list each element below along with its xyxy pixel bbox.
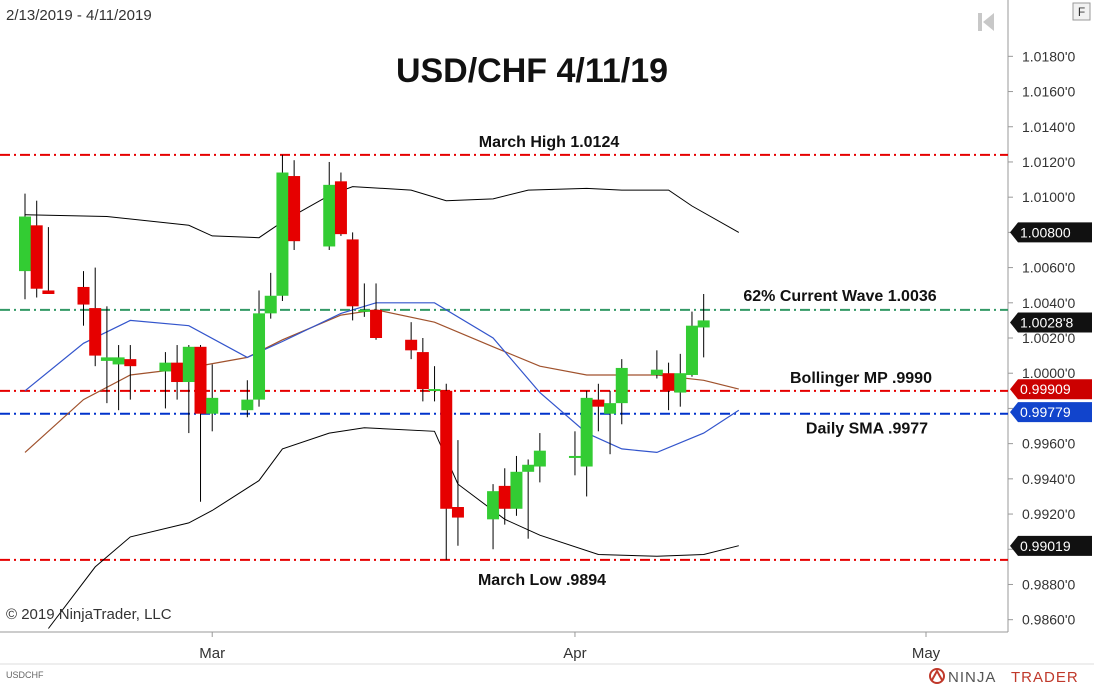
ninjatrader-logo-icon: [929, 668, 945, 684]
y-tick-label: 1.0060'0: [1022, 260, 1075, 276]
candle-body: [288, 176, 301, 242]
y-tick-label: 0.9920'0: [1022, 506, 1075, 522]
symbol-label: USDCHF: [6, 670, 44, 680]
candle-body: [604, 403, 617, 414]
candle-body: [522, 464, 535, 472]
candle-body: [487, 491, 500, 520]
f-button[interactable]: F: [1072, 2, 1091, 21]
price-badge: 0.99019: [1010, 535, 1092, 556]
candle-body: [276, 172, 289, 296]
level-label: March High 1.0124: [479, 134, 620, 151]
candle-body: [42, 290, 55, 294]
price-badge: 1.00800: [1010, 222, 1092, 243]
x-tick-label: Mar: [199, 645, 225, 662]
y-tick-label: 1.0140'0: [1022, 119, 1075, 135]
candle-body: [510, 471, 523, 509]
level-label: 62% Current Wave 1.0036: [743, 288, 936, 305]
candle-body: [451, 507, 464, 518]
candle-body: [428, 389, 441, 392]
candle-body: [498, 485, 511, 509]
price-badge-bg: [1010, 222, 1092, 243]
price-badge: 0.99779: [1010, 402, 1092, 423]
candle-body: [159, 362, 172, 372]
candle-body: [674, 373, 687, 393]
candle-body: [440, 390, 453, 509]
candle-body: [112, 357, 125, 365]
candle-body: [264, 295, 277, 314]
brand-ninja: NINJA: [948, 669, 996, 685]
candle-body: [124, 359, 137, 367]
candle-body: [615, 367, 628, 404]
price-badge-bg: [1010, 379, 1092, 400]
y-tick-label: 1.0020'0: [1022, 330, 1075, 346]
y-tick-label: 0.9880'0: [1022, 576, 1075, 592]
candle-body: [533, 450, 546, 467]
y-tick-label: 0.9940'0: [1022, 471, 1075, 487]
y-tick-label: 0.9960'0: [1022, 436, 1075, 452]
y-tick-label: 0.9860'0: [1022, 612, 1075, 628]
price-badge-label: 1.00800: [1020, 224, 1071, 240]
candle-body: [194, 346, 207, 414]
candle-body: [19, 216, 31, 272]
chart-title: USD/CHF 4/11/19: [396, 52, 668, 90]
candle-body: [89, 308, 102, 356]
candle-body: [592, 399, 605, 407]
price-badge-label: 0.99909: [1020, 381, 1071, 397]
candle-body: [697, 320, 710, 328]
bollinger-lower-line: [48, 427, 739, 629]
copyright-text: © 2019 NinjaTrader, LLC: [6, 606, 172, 623]
candle-body: [568, 455, 581, 458]
price-badge-label: 1.0028'8: [1020, 315, 1073, 331]
price-badge: 1.0028'8: [1010, 312, 1092, 333]
candle-body: [334, 181, 347, 235]
candle-body: [182, 346, 195, 383]
bollinger-upper-line: [24, 186, 740, 239]
price-badge: 0.99909: [1010, 379, 1092, 400]
level-label: Daily SMA .9977: [806, 421, 928, 438]
price-badge-bg: [1010, 402, 1092, 423]
y-tick-label: 1.0000'0: [1022, 365, 1075, 381]
candle-body: [358, 309, 371, 312]
candle-body: [241, 399, 254, 411]
candle-body: [370, 309, 383, 339]
candle-body: [171, 362, 184, 383]
candle-body: [580, 397, 593, 467]
level-label: Bollinger MP .9990: [790, 370, 932, 387]
candle-body: [405, 339, 418, 351]
candle-body: [650, 369, 663, 375]
skip-back-icon[interactable]: [976, 10, 996, 32]
candle-body: [206, 397, 219, 414]
date-range: 2/13/2019 - 4/11/2019: [6, 7, 152, 24]
candle-body: [662, 373, 675, 391]
price-badge-bg: [1010, 535, 1092, 556]
candle-body: [416, 352, 429, 390]
y-tick-label: 1.0180'0: [1022, 48, 1075, 64]
price-badge-label: 0.99019: [1020, 538, 1071, 554]
candle-body: [685, 325, 698, 375]
price-badge-bg: [1010, 312, 1092, 333]
candle-body: [100, 357, 113, 361]
daily-sma-line: [24, 302, 740, 454]
candle-body: [77, 286, 90, 305]
candle-body: [253, 313, 266, 400]
candle-body: [323, 184, 336, 247]
y-tick-label: 1.0160'0: [1022, 84, 1075, 100]
x-tick-label: Apr: [563, 645, 586, 662]
f-button-label: F: [1078, 5, 1085, 19]
x-tick-label: May: [912, 645, 941, 662]
y-tick-label: 1.0040'0: [1022, 295, 1075, 311]
price-badge-label: 0.99779: [1020, 404, 1071, 420]
level-label: March Low .9894: [478, 572, 606, 589]
y-tick-label: 1.0100'0: [1022, 189, 1075, 205]
candle-body: [346, 239, 359, 307]
brand-trader: TRADER: [1011, 669, 1079, 685]
candle-body: [30, 225, 43, 289]
y-tick-label: 1.0120'0: [1022, 154, 1075, 170]
